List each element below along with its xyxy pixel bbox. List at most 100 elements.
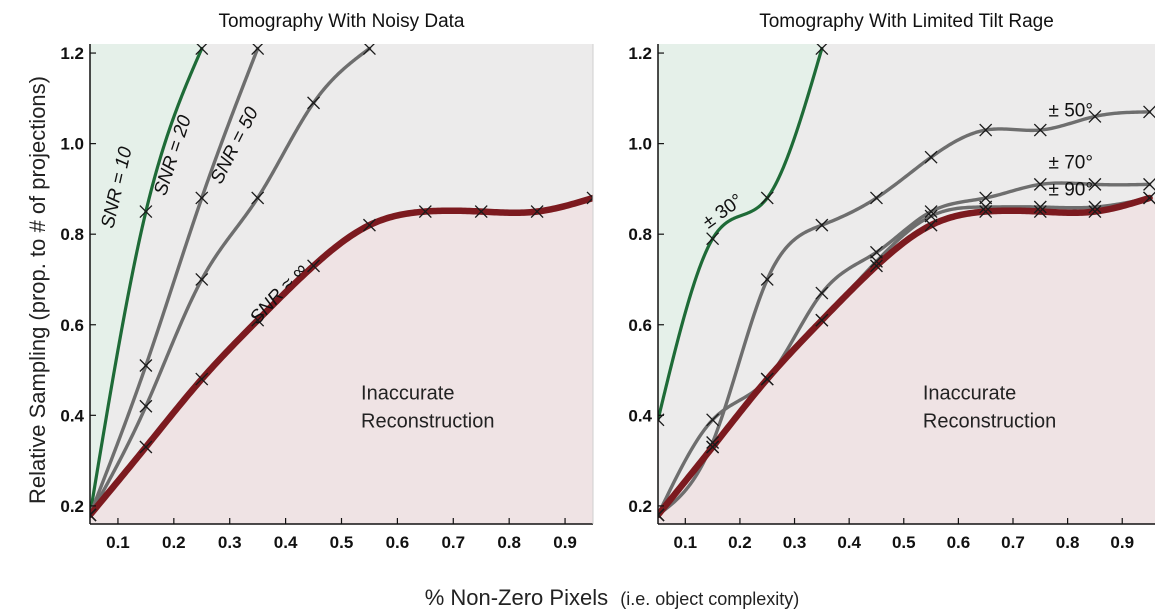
x-tick-label: 0.5 <box>892 533 916 552</box>
x-tick-label: 0.6 <box>386 533 410 552</box>
x-tick-label: 0.2 <box>728 533 752 552</box>
chart-title: Tomography With Noisy Data <box>218 11 464 32</box>
y-tick-label: 0.6 <box>628 316 652 335</box>
x-axis-label: % Non-Zero Pixels (i.e. object complexit… <box>425 585 800 610</box>
data-point <box>815 218 829 232</box>
data-point <box>586 191 593 205</box>
data-point <box>195 44 209 55</box>
data-point <box>815 313 829 327</box>
data-point <box>1088 177 1102 191</box>
data-point <box>139 440 153 454</box>
data-point <box>1088 205 1102 219</box>
data-point <box>251 191 265 205</box>
data-point <box>924 209 938 223</box>
data-point <box>979 191 993 205</box>
y-tick-label: 0.6 <box>60 316 84 335</box>
y-tick-label: 0.4 <box>628 406 652 425</box>
x-tick-label: 0.7 <box>1001 533 1025 552</box>
region-label-line-1: Inaccurate <box>923 382 1016 404</box>
series-line-1 <box>658 46 824 422</box>
data-point <box>979 123 993 137</box>
region-accurate <box>658 44 822 524</box>
series-label: ± 70° <box>1049 153 1093 174</box>
x-axis-label-main: % Non-Zero Pixels <box>425 585 608 610</box>
data-point <box>870 254 883 268</box>
series-line-3 <box>90 46 372 517</box>
series-label: ± 50° <box>1049 100 1093 121</box>
y-tick-label: 1.2 <box>60 44 84 63</box>
series-line-3 <box>658 181 1152 517</box>
data-point <box>706 436 720 449</box>
x-tick-label: 0.2 <box>162 533 186 552</box>
x-tick-label: 0.4 <box>837 533 861 552</box>
x-tick-label: 0.3 <box>783 533 807 552</box>
data-point <box>1143 105 1155 119</box>
x-tick-label: 0.5 <box>330 533 354 552</box>
data-point <box>139 359 153 372</box>
data-point <box>760 372 774 386</box>
y-tick-label: 0.8 <box>628 225 652 244</box>
region-inaccurate <box>658 197 1155 524</box>
y-axis-label: Relative Sampling (prop. to # of project… <box>25 76 50 504</box>
x-tick-label: 0.1 <box>106 533 130 552</box>
data-point <box>1033 205 1047 219</box>
plot-area <box>90 44 593 524</box>
x-tick-label: 0.8 <box>1056 533 1080 552</box>
x-axis-label-note: (i.e. object complexity) <box>620 589 799 609</box>
data-point <box>1033 200 1047 214</box>
x-tick-label: 0.9 <box>1110 533 1134 552</box>
data-point <box>90 508 97 522</box>
x-tick-label: 0.7 <box>441 533 465 552</box>
data-point <box>530 205 544 219</box>
region-label-line-1: Inaccurate <box>361 382 454 404</box>
y-tick-label: 1.0 <box>60 135 84 154</box>
data-point <box>307 96 321 110</box>
y-tick-label: 0.4 <box>60 406 84 425</box>
data-point <box>139 399 153 413</box>
x-tick-label: 0.8 <box>497 533 521 552</box>
data-point <box>251 313 265 327</box>
data-point <box>1088 200 1102 214</box>
x-tick-label: 0.3 <box>218 533 242 552</box>
data-point <box>979 200 993 214</box>
data-point <box>1088 109 1102 123</box>
series-label: ± 90° <box>1049 180 1093 201</box>
data-point <box>139 205 153 219</box>
data-point <box>870 245 883 259</box>
data-point <box>195 191 209 205</box>
y-tick-label: 1.0 <box>628 135 652 154</box>
data-point <box>870 191 883 205</box>
data-point <box>1143 177 1155 191</box>
data-point <box>979 205 993 219</box>
region-accurate <box>90 44 202 524</box>
x-tick-label: 0.9 <box>553 533 577 552</box>
series-line-2 <box>90 46 260 517</box>
data-point <box>251 44 265 55</box>
data-point <box>706 413 720 427</box>
series-line-2 <box>658 110 1152 517</box>
data-point <box>1033 123 1047 137</box>
data-point <box>1033 177 1047 191</box>
region-inaccurate <box>90 197 593 524</box>
data-point <box>870 259 883 273</box>
x-tick-label: 0.4 <box>274 533 298 552</box>
series-line-5 <box>658 194 1153 519</box>
plot-area <box>658 44 1155 524</box>
data-point <box>924 218 938 232</box>
data-point <box>706 440 720 454</box>
x-tick-label: 0.1 <box>673 533 697 552</box>
y-tick-label: 0.2 <box>628 497 652 516</box>
data-point <box>362 218 376 232</box>
panel-limited-tilt: 0.1 0.2 0.3 0.4 0.5 0.6 0.7 0.8 0.9 0.2 0.4 0.6 0.8 1… <box>628 11 1155 552</box>
data-point <box>195 372 209 386</box>
region-label-line-2: Reconstruction <box>361 411 494 433</box>
chart-title: Tomography With Limited Tilt Rage <box>759 11 1054 32</box>
x-tick-label: 0.6 <box>947 533 971 552</box>
data-point <box>760 191 774 205</box>
data-point <box>760 273 774 286</box>
series-line-4 <box>90 194 593 519</box>
data-point <box>1143 191 1155 205</box>
y-tick-label: 0.8 <box>60 225 84 244</box>
data-point <box>418 205 432 219</box>
